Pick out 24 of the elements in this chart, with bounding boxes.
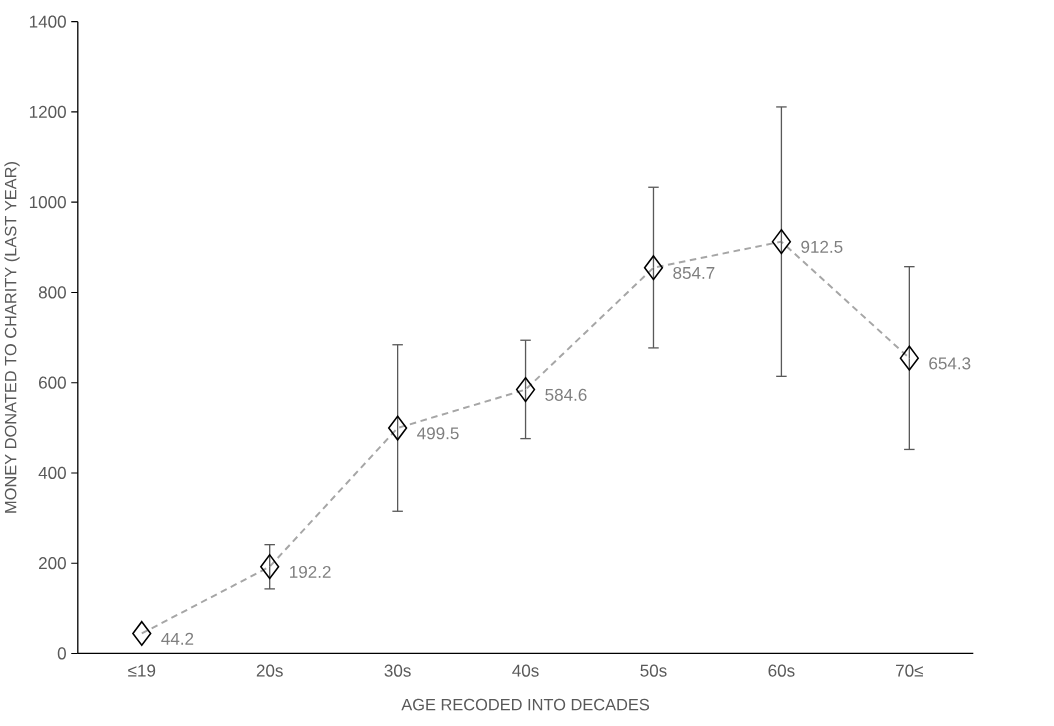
data-label: 584.6 xyxy=(545,388,587,401)
y-tick-label: 0 xyxy=(57,647,66,660)
data-label: 192.2 xyxy=(290,565,331,578)
data-label: 854.7 xyxy=(673,266,715,279)
x-tick-label: 20s xyxy=(256,664,283,677)
x-tick-label: 60s xyxy=(768,664,795,677)
data-label: 499.5 xyxy=(417,427,459,440)
data-label: 912.5 xyxy=(801,240,843,253)
y-tick-label: 1400 xyxy=(29,15,66,28)
y-tick-label: 600 xyxy=(39,376,66,389)
x-tick-label: 50s xyxy=(640,664,667,677)
y-tick-label: 1200 xyxy=(29,105,66,118)
y-tick-label: 200 xyxy=(39,557,66,570)
x-tick-label: 70≤ xyxy=(896,664,923,677)
x-axis-title: AGE RECODED INTO DECADES xyxy=(401,698,650,711)
x-tick-label: 30s xyxy=(384,664,411,677)
y-tick-label: 1000 xyxy=(29,195,66,209)
y-axis-title: MONEY DONATED TO CHARITY (LAST YEAR) xyxy=(4,161,20,513)
data-label: 654.3 xyxy=(929,357,971,370)
data-label: 44.2 xyxy=(161,632,194,645)
x-tick-label: 40s xyxy=(512,664,539,677)
x-tick-label: ≤19 xyxy=(128,664,156,677)
y-tick-label: 800 xyxy=(38,286,66,299)
y-tick-label: 400 xyxy=(38,466,66,479)
